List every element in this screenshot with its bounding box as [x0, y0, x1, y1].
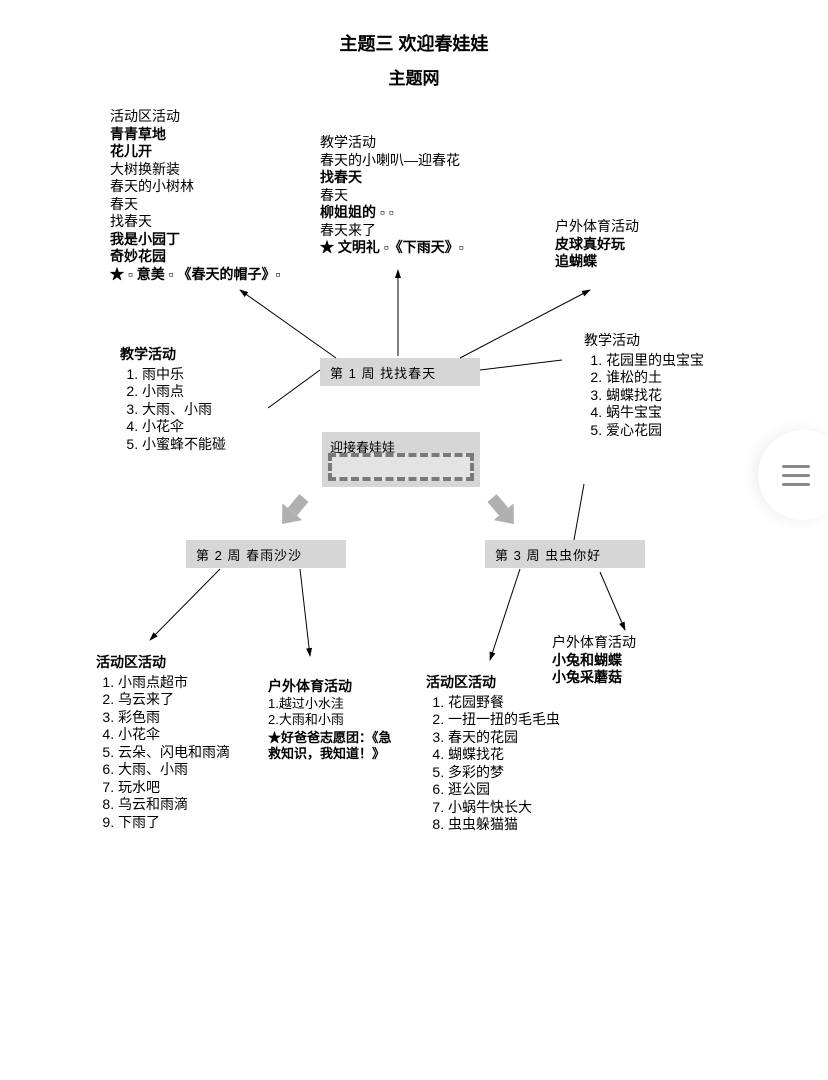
block-header: 户外体育活动 [268, 678, 398, 696]
star-line: ★好爸爸志愿团：《急救知识，我知道！》 [268, 730, 398, 763]
list-item: 乌云和雨滴 [118, 796, 230, 814]
menu-icon [782, 465, 810, 486]
list-item: 云朵、闪电和雨滴 [118, 744, 230, 762]
list-item: 逛公园 [448, 781, 560, 799]
list-item: 乌云来了 [118, 691, 230, 709]
line: 2.大雨和小雨 [268, 712, 398, 728]
bottom-left-block: 活动区活动 小雨点超市 乌云来了 彩色雨 小花伞 云朵、闪电和雨滴 大雨、小雨 … [96, 654, 230, 831]
list-item: 虫虫躲猫猫 [448, 816, 560, 834]
bottom-right-block: 户外体育活动 小兔和蝴蝶 小兔采蘑菇 [552, 634, 636, 687]
bottom-center-block: 户外体育活动 1.越过小水洼 2.大雨和小雨 ★好爸爸志愿团：《急救知识，我知道… [268, 678, 398, 763]
list-item: 蝴蝶找花 [448, 746, 560, 764]
list-item: 玩水吧 [118, 779, 230, 797]
connector-lines [0, 0, 828, 1080]
list-item: 大雨、小雨 [118, 761, 230, 779]
list-item: 小花伞 [118, 726, 230, 744]
list-item: 春天的花园 [448, 729, 560, 747]
block-header: 活动区活动 [426, 674, 560, 692]
line: 1.越过小水洼 [268, 696, 398, 712]
line: 小兔和蝴蝶 [552, 652, 636, 670]
ordered-list: 花园野餐 一扭一扭的毛毛虫 春天的花园 蝴蝶找花 多彩的梦 逛公园 小蜗牛快长大… [426, 694, 560, 834]
list-item: 小蜗牛快长大 [448, 799, 560, 817]
list-item: 下雨了 [118, 814, 230, 832]
block-header: 户外体育活动 [552, 634, 636, 652]
list-item: 一扭一扭的毛毛虫 [448, 711, 560, 729]
bottom-mid-block: 活动区活动 花园野餐 一扭一扭的毛毛虫 春天的花园 蝴蝶找花 多彩的梦 逛公园 … [426, 674, 560, 834]
line: 小兔采蘑菇 [552, 669, 636, 687]
list-item: 彩色雨 [118, 709, 230, 727]
list-item: 小雨点超市 [118, 674, 230, 692]
list-item: 多彩的梦 [448, 764, 560, 782]
block-header: 活动区活动 [96, 654, 230, 672]
list-item: 花园野餐 [448, 694, 560, 712]
ordered-list: 小雨点超市 乌云来了 彩色雨 小花伞 云朵、闪电和雨滴 大雨、小雨 玩水吧 乌云… [96, 674, 230, 832]
